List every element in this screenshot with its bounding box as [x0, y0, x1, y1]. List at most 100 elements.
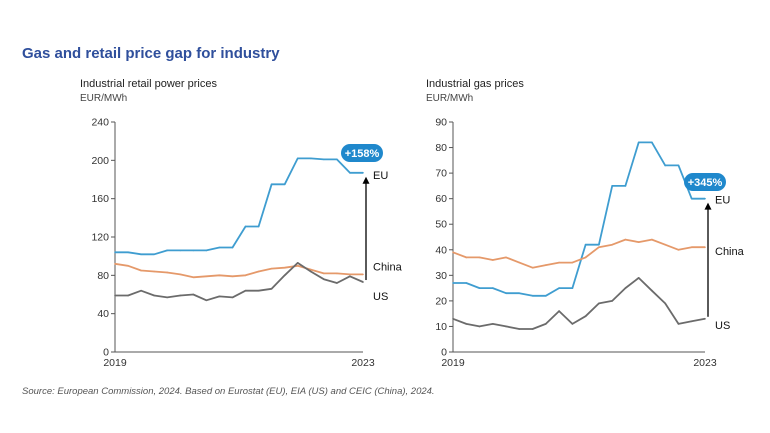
- gas-eu-point: [598, 243, 600, 246]
- gas-eu-point: [545, 294, 547, 297]
- gas-eu-point: [624, 185, 627, 187]
- power-eu-line: [115, 157, 363, 256]
- power-us-point: [349, 275, 351, 278]
- power-china-point: [231, 275, 234, 278]
- power-china-point: [270, 267, 273, 270]
- gas-y-tick-label: 80: [435, 142, 447, 154]
- power-eu-point: [362, 171, 364, 174]
- power-china-point: [179, 273, 182, 276]
- power-us-point: [231, 296, 234, 299]
- gas-eu-point: [478, 287, 481, 289]
- power-y-tick-label: 80: [97, 270, 109, 282]
- gas-china-point: [584, 256, 587, 259]
- power-china-line: [114, 262, 363, 279]
- gas-x-tick-label-start: 2019: [441, 357, 465, 369]
- power-eu-point: [153, 253, 155, 256]
- power-eu-point: [270, 183, 273, 186]
- power-us-point: [153, 294, 155, 297]
- power-gap-arrowhead: [362, 176, 370, 184]
- gas-eu-point: [518, 292, 521, 295]
- gas-eu-point: [637, 141, 640, 144]
- gas-china-point: [571, 261, 574, 264]
- gas-china-line: [452, 238, 705, 269]
- gas-x-tick-label-end: 2023: [693, 357, 717, 369]
- gas-us-point: [558, 310, 560, 312]
- power-y-tick-label: 160: [91, 193, 109, 205]
- power-china-point: [205, 275, 208, 278]
- power-eu-point: [114, 251, 116, 254]
- power-us-point: [257, 289, 260, 292]
- power-eu-point: [349, 171, 351, 174]
- power-china-point: [296, 264, 299, 267]
- gas-us-point: [491, 323, 494, 325]
- gas-gap-arrowhead: [704, 202, 712, 210]
- left-chart-unit: EUR/MWh: [80, 93, 128, 104]
- gas-china-point: [478, 256, 481, 259]
- gas-china-point: [651, 238, 653, 241]
- gas-eu-point: [664, 164, 667, 167]
- gas-china-point: [704, 246, 706, 249]
- power-us-point: [323, 278, 325, 280]
- gas-us-label: US: [715, 320, 730, 332]
- gas-us-point: [637, 277, 640, 279]
- power-eu-point: [179, 249, 182, 252]
- power-us-point: [296, 262, 299, 264]
- gas-china-point: [637, 241, 640, 243]
- gas-us-point: [584, 315, 587, 318]
- gas-china-point: [465, 256, 468, 259]
- power-china-point: [309, 268, 312, 271]
- power-eu-point: [257, 225, 260, 228]
- gas-us-point: [624, 287, 627, 289]
- gas-us-line: [452, 276, 706, 330]
- gas-china-point: [598, 246, 600, 249]
- gas-china-point: [545, 264, 547, 266]
- power-us-point: [309, 270, 312, 273]
- power-eu-label: EU: [373, 170, 388, 182]
- power-us-point: [205, 299, 208, 302]
- power-china-point: [283, 266, 286, 269]
- gas-us-point: [478, 325, 481, 328]
- gas-y-tick-label: 30: [435, 270, 447, 282]
- gas-us-point: [598, 302, 600, 305]
- page-title: Gas and retail price gap for industry: [22, 45, 280, 62]
- gas-y-tick-label: 70: [435, 168, 447, 180]
- gas-eu-point: [558, 287, 560, 289]
- power-y-tick-label: 40: [97, 308, 109, 320]
- power-y-tick-label: 120: [91, 232, 109, 244]
- power-china-point: [323, 272, 325, 275]
- gas-us-point: [611, 300, 613, 302]
- gas-china-label: China: [715, 246, 745, 258]
- gas-china-point: [531, 266, 534, 269]
- gas-y-tick-label: 50: [435, 219, 447, 231]
- power-china-label: China: [373, 261, 403, 273]
- gas-china-point: [518, 261, 521, 264]
- power-y-tick-label: 200: [91, 155, 109, 167]
- gas-china-point: [491, 259, 494, 261]
- gas-us-point: [704, 317, 706, 320]
- gas-us-point: [690, 320, 693, 323]
- gas-us-point: [452, 317, 454, 320]
- power-us-point: [270, 287, 273, 290]
- gas-us-point: [677, 323, 680, 325]
- gas-gap-badge: [684, 173, 726, 191]
- gas-eu-point: [571, 287, 574, 289]
- power-china-point: [257, 270, 260, 273]
- gas-us-point: [571, 323, 574, 325]
- gas-eu-point: [531, 294, 534, 297]
- power-china-point: [244, 274, 247, 277]
- gas-us-point: [651, 289, 653, 292]
- power-china-point: [362, 273, 364, 276]
- power-eu-point: [218, 246, 221, 249]
- power-us-point: [244, 289, 247, 292]
- power-us-line: [115, 261, 364, 302]
- power-us-point: [127, 294, 129, 297]
- power-us-point: [179, 294, 182, 297]
- power-china-point: [166, 271, 169, 274]
- right-chart-title: Industrial gas prices: [426, 78, 524, 90]
- power-china-point: [140, 269, 142, 272]
- power-y-tick-label: 0: [103, 347, 109, 359]
- power-china-point: [349, 273, 351, 276]
- power-us-point: [166, 296, 169, 299]
